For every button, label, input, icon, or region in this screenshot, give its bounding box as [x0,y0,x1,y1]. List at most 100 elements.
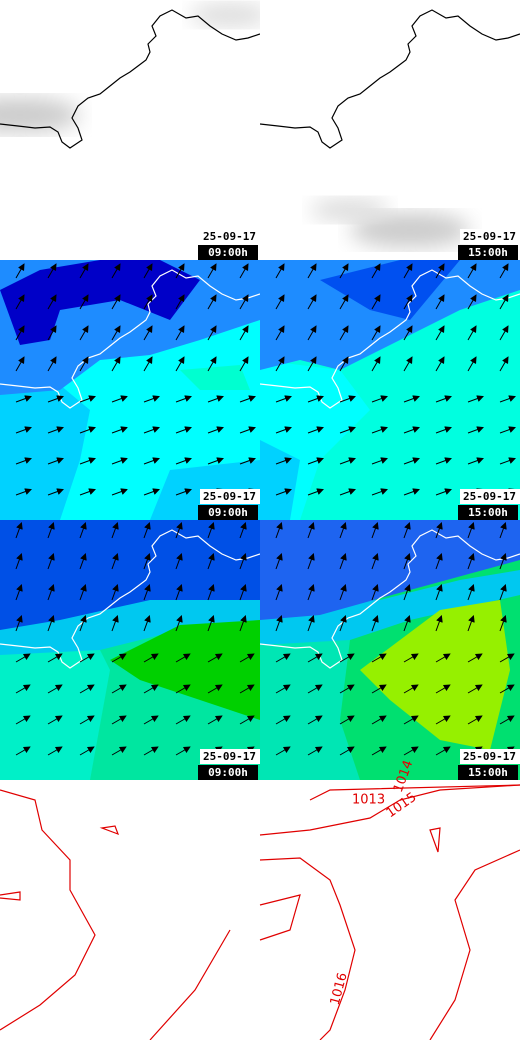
wind-arrow [435,553,443,570]
wind-arrow [403,488,420,496]
wind-arrow [239,356,249,372]
wind-arrow [175,263,185,279]
map-panel: 25-09-17 09:00h [0,520,260,780]
wind-arrow [339,294,349,310]
wind-arrow [79,684,95,694]
wind-arrow [47,457,64,465]
wind-arrow [339,553,347,570]
wind-arrow [467,553,475,570]
wind-arrow [79,615,87,632]
wind-arrow [239,325,249,341]
date-box [200,229,260,244]
wind-arrow [307,294,317,310]
wind-arrow [403,615,411,632]
wind-arrow [175,684,191,694]
date-label: 25-09-17 [463,230,516,243]
wind-arrow [207,263,217,279]
time-box [458,505,518,520]
field-area [260,640,360,780]
wind-arrow [371,325,381,341]
wind-arrow [339,615,347,632]
wind-arrow [403,263,413,279]
wind-arrow [435,356,445,372]
wind-arrow [403,684,419,694]
wind-arrow [111,325,121,341]
wind-arrow [239,426,256,434]
wind-arrow [275,715,291,725]
wind-arrow [467,457,484,465]
wind-arrow [79,653,95,663]
wind-arrow [275,653,291,663]
field-area [260,520,520,620]
wind-arrow [175,325,185,341]
cloud [190,3,260,27]
wind-arrow [239,653,255,663]
wind-arrow [239,457,256,465]
date-label: 25-09-17 [203,490,256,503]
wind-arrow [403,294,413,310]
wind-arrow [499,457,516,465]
wind-arrow [403,584,411,601]
wind-arrow [499,715,515,725]
map-panel: 25-09-17 09:00h [0,260,260,520]
wind-arrow [275,488,292,496]
wind-arrow [307,653,323,663]
wind-arrow [111,356,121,372]
wind-arrow [435,426,452,434]
wind-arrow [47,746,63,756]
field-area [0,260,200,345]
date-box [460,229,520,244]
wind-arrow [371,488,388,496]
wind-arrow [275,263,285,279]
wind-arrow [207,356,217,372]
wind-arrow [175,294,185,310]
wind-arrow [175,356,185,372]
wind-arrow [15,426,32,434]
wind-arrow [111,395,128,403]
wind-arrow [371,584,379,601]
field-area [0,630,110,780]
wind-arrow [207,457,224,465]
wind-arrow [499,615,507,632]
wind-arrow [371,746,387,756]
wind-arrow [239,263,249,279]
wind-arrow [15,263,25,279]
field-area [260,570,520,645]
wind-arrow [175,715,191,725]
wind-arrow [499,584,507,601]
field-area [0,385,90,520]
wind-arrow [111,715,127,725]
wind-arrow [79,488,96,496]
wind-arrow [47,263,57,279]
wind-arrow [143,684,159,694]
wind-arrow [307,395,324,403]
wind-arrow [239,584,247,601]
wind-arrow [143,584,151,601]
wind-arrow [175,553,183,570]
wind-arrow [467,263,477,279]
wind-arrow [143,457,160,465]
wind-arrow [111,457,128,465]
time-box [198,505,258,520]
wind-arrow [143,553,151,570]
wind-arrow [15,615,23,632]
wind-arrow [207,553,215,570]
wind-arrow [403,746,419,756]
wind-arrow [207,522,215,539]
wind-arrow [79,457,96,465]
date-label: 25-09-17 [203,750,256,763]
wind-arrow [339,684,355,694]
wind-arrow [499,653,515,663]
wind-arrow [403,522,411,539]
wind-arrow [435,325,445,341]
wind-arrow [499,325,509,341]
date-label: 25-09-17 [203,230,256,243]
wind-arrow [435,395,452,403]
wind-arrow [143,522,151,539]
wind-arrow [175,488,192,496]
wind-arrow [143,653,159,663]
wind-arrow [143,715,159,725]
field-area [0,520,260,630]
wind-arrow [15,684,31,694]
